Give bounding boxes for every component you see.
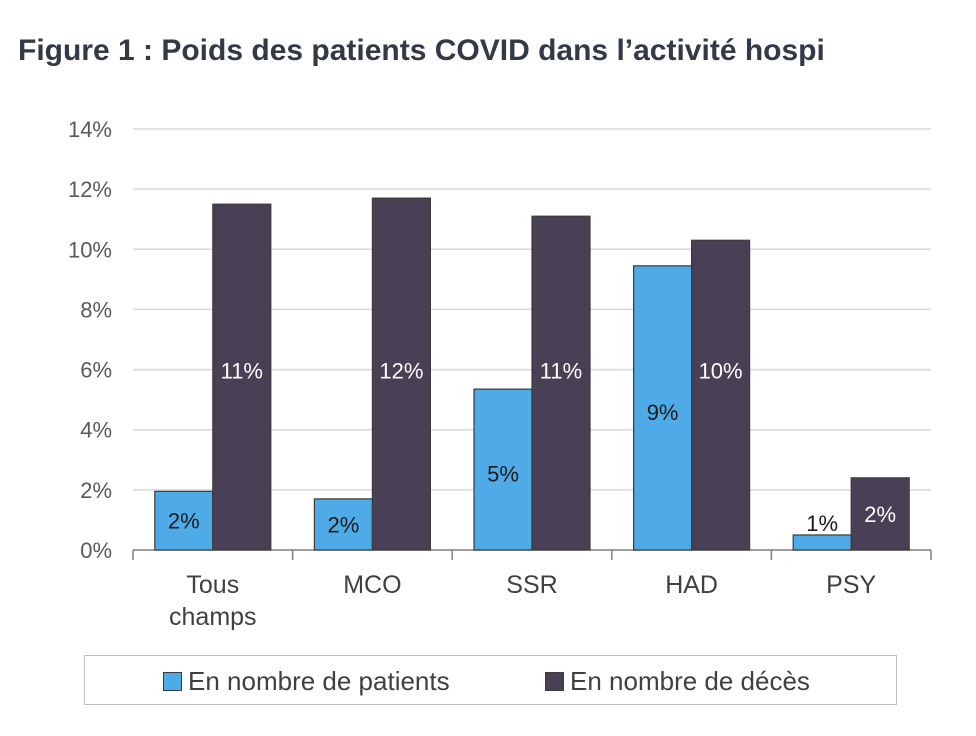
page-title: Figure 1 : Poids des patients COVID dans… (18, 34, 825, 67)
legend-label-patients: En nombre de patients (188, 666, 450, 696)
bar-deces (690, 239, 751, 551)
data-label-deces: 10% (699, 359, 743, 384)
category-label: Tous (186, 571, 239, 599)
legend-swatch-deces (545, 672, 564, 691)
bar-patients (313, 498, 373, 551)
bar-chart: 0% 2% 4% 6% 8% 10% 12% 14% 2% 11% Tous champs 2% 12% M… (68, 117, 932, 631)
legend-item-patients: En nombre de patients (163, 666, 450, 697)
y-tick-label: 10% (68, 237, 112, 262)
data-label-patients: 1% (806, 511, 838, 536)
bar-patients (792, 534, 852, 551)
category-label: PSY (826, 571, 876, 599)
y-tick-label: 4% (80, 418, 112, 443)
y-tick-label: 14% (68, 117, 112, 142)
y-tick-label: 12% (68, 177, 112, 202)
chart-legend: En nombre de patients En nombre de décès (84, 655, 897, 705)
data-label-patients: 9% (647, 400, 679, 425)
legend-label-deces: En nombre de décès (570, 666, 810, 696)
y-tick-label: 6% (80, 358, 112, 383)
y-tick-label: 0% (80, 538, 112, 563)
data-label-patients: 5% (487, 462, 519, 487)
data-label-deces: 11% (221, 359, 263, 384)
y-tick-label: 2% (80, 478, 112, 503)
bar-deces (531, 215, 591, 551)
bar-deces (212, 203, 272, 551)
bar-deces (371, 197, 431, 551)
bar-deces (850, 477, 910, 551)
data-label-patients: 2% (328, 512, 360, 537)
category-label: champs (169, 603, 257, 631)
legend-item-deces: En nombre de décès (545, 666, 810, 697)
bar-patients (632, 265, 693, 551)
data-label-patients: 2% (168, 509, 200, 534)
bar-patients (154, 490, 214, 551)
category-label: HAD (665, 571, 718, 599)
legend-swatch-patients (163, 672, 182, 691)
category-label: MCO (343, 571, 401, 599)
y-tick-label: 8% (80, 297, 112, 322)
data-label-deces: 11% (540, 359, 582, 384)
data-label-deces: 2% (864, 502, 896, 527)
category-label: SSR (506, 571, 557, 599)
data-label-deces: 12% (379, 359, 423, 384)
